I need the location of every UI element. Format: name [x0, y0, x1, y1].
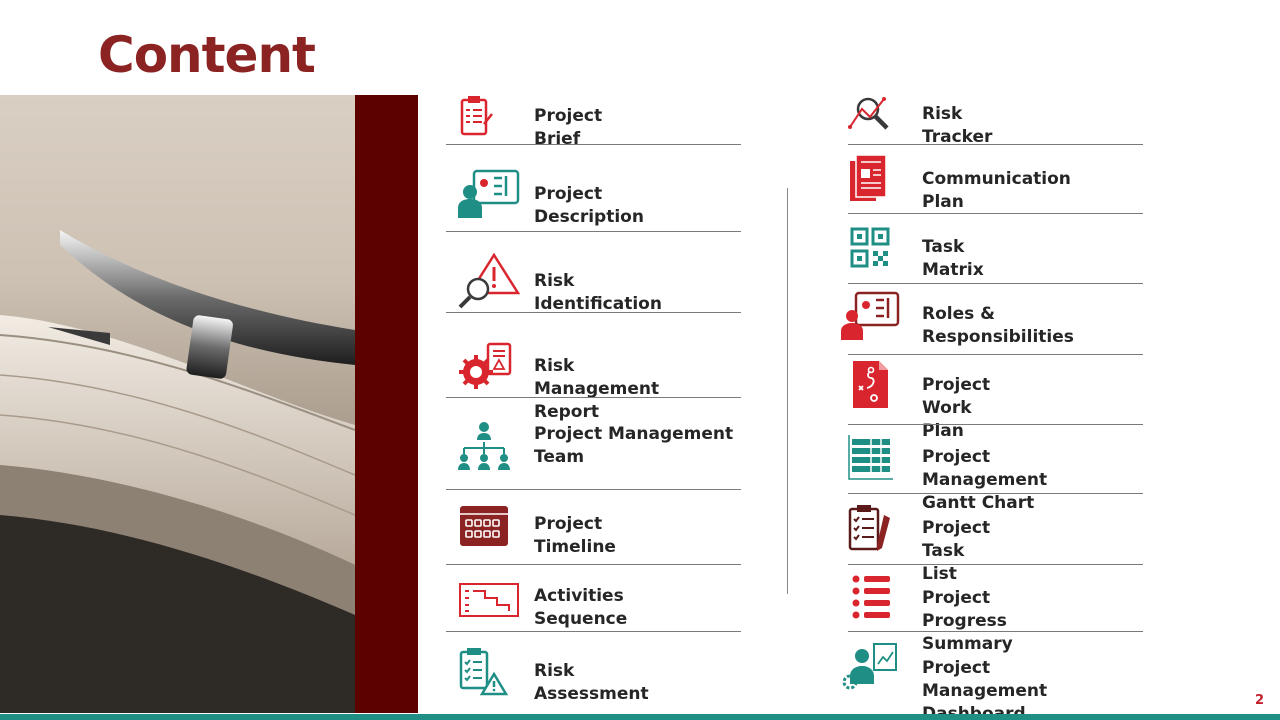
book-pen-photo: [0, 95, 355, 713]
accent-bar: [355, 95, 418, 713]
divider: [446, 231, 741, 232]
divider: [848, 631, 1143, 632]
clipboard-checklist-icon: [444, 90, 508, 142]
divider: [848, 144, 1143, 145]
magnifier-warning-icon: [456, 253, 520, 309]
checklist-warning-icon: [452, 645, 516, 697]
page-title: Content: [98, 26, 316, 84]
divider: [848, 283, 1143, 284]
divider: [848, 493, 1143, 494]
agenda-item-label: Project Progress Summary: [922, 588, 1013, 654]
agenda-item-label: Risk Tracker: [922, 104, 993, 147]
agenda-item-label: Roles & Responsibilities: [922, 304, 1074, 347]
column-divider: [787, 188, 788, 594]
gantt-chart-icon: [838, 432, 902, 484]
presenter-diagram-icon: [456, 168, 520, 220]
process-flow-icon: [457, 574, 521, 626]
agenda-item-label: Activities Sequence: [534, 586, 628, 629]
documents-icon: [836, 153, 900, 205]
divider: [446, 631, 741, 632]
calendar-icon: [452, 500, 516, 552]
org-chart-icon: [452, 420, 516, 472]
agenda-item-label: Risk Identification: [534, 271, 662, 314]
agenda-item-label: Communication Plan: [922, 169, 1071, 212]
agenda-item-label: Task Matrix: [922, 237, 984, 280]
agenda-item-label: Project Description: [534, 184, 644, 227]
divider: [848, 564, 1143, 565]
qr-matrix-icon: [838, 222, 902, 274]
document-path-icon: [838, 358, 902, 410]
agenda-item-label: Project Management Gantt Chart: [922, 447, 1048, 513]
divider: [446, 397, 741, 398]
agenda-item-label: Risk Assessment: [534, 661, 649, 704]
clipboard-pencil-icon: [838, 503, 902, 555]
presenter-diagram-icon: [838, 290, 902, 342]
magnifier-trend-icon: [838, 88, 902, 140]
divider: [848, 213, 1143, 214]
agenda-item-label: Project Work Plan: [922, 375, 991, 441]
divider: [446, 564, 741, 565]
page-number: 2: [1254, 693, 1264, 708]
agenda-item-label: Risk Management Report: [534, 356, 660, 422]
agenda-item-label: Project Timeline: [534, 514, 616, 557]
divider: [848, 424, 1143, 425]
agenda-item-label: Project Task List: [922, 518, 991, 584]
divider: [848, 354, 1143, 355]
divider: [446, 489, 741, 490]
analyst-dashboard-icon: [836, 640, 900, 692]
agenda-item-label: Project Management Team: [534, 424, 734, 467]
gear-report-icon: [454, 340, 518, 392]
bullet-list-icon: [838, 572, 902, 624]
agenda-item-label: Project Management Dashboard: [922, 658, 1048, 720]
divider: [446, 312, 741, 313]
footer-accent-line: [0, 714, 1280, 720]
divider: [446, 144, 741, 145]
